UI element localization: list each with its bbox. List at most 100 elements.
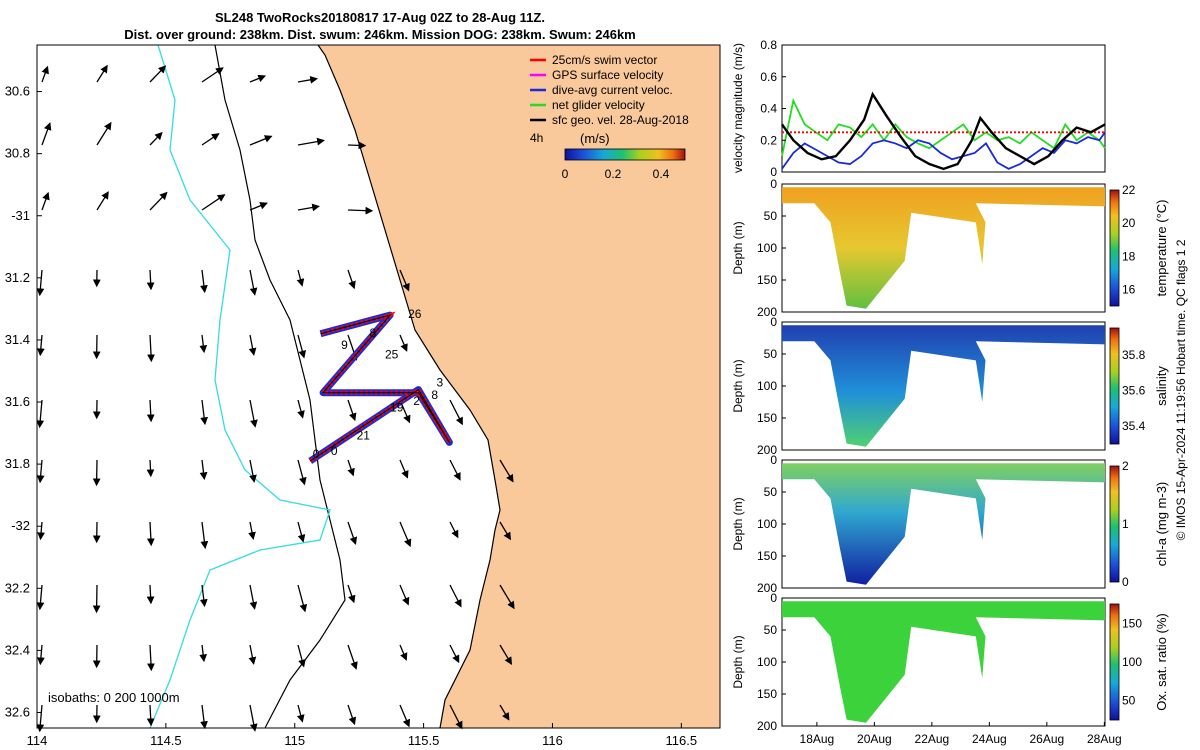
current-vector <box>249 202 268 211</box>
current-vector <box>200 399 209 426</box>
map-y-ticks: 30.6 30.8 -31 31.2 31.4 31.6 31.8 -32 32.2 32.4 32… <box>5 84 42 719</box>
current-vector <box>147 334 155 363</box>
section-colorbar <box>1109 465 1120 583</box>
colorbar-tick-label: 35.4 <box>1122 419 1146 433</box>
current-vector <box>399 584 410 606</box>
colorbar-label: temperature (°C) <box>1154 200 1169 297</box>
current-vector <box>347 399 357 422</box>
section-ylabel: Depth (m) <box>731 221 745 274</box>
day-label: 8 <box>431 388 438 402</box>
current-vector <box>296 269 305 287</box>
current-vector <box>201 194 226 211</box>
map-y-tick-label: 31.6 <box>5 394 30 409</box>
current-vector <box>249 135 273 146</box>
velocity-panel: 0 0.2 0.4 0.6 0.8 velocity magnitude (m/s) <box>731 38 1106 179</box>
current-vector <box>399 521 412 548</box>
colorbar-tick-label: 50 <box>1122 694 1136 708</box>
imos-credit: © IMOS 15-Apr-2024 11:19:56 Hobart time.… <box>1174 239 1188 540</box>
isobath-0 <box>317 44 501 729</box>
day-label: 21 <box>357 428 371 442</box>
colorbar-label: chl-a (mg m-3) <box>1154 482 1169 567</box>
section-y-tick-label: 0 <box>770 315 777 329</box>
map-x-tick-label: 116.5 <box>666 733 698 748</box>
map-x-tick-label: 116 <box>542 733 563 748</box>
day-label: 9 <box>341 338 348 352</box>
current-vector <box>146 584 155 605</box>
current-vector <box>36 399 45 429</box>
current-vector <box>147 644 155 672</box>
colorbar-tick-label: 0 <box>1122 575 1129 589</box>
land-polygon <box>318 45 720 728</box>
map-y-tick-label: 31.4 <box>5 332 30 347</box>
current-vector <box>347 206 374 215</box>
section-y-tick-label: 200 <box>757 305 777 319</box>
current-vector <box>297 137 325 146</box>
section-y-tick-label: 200 <box>757 719 777 733</box>
current-vector <box>200 704 208 730</box>
current-vector <box>347 644 358 670</box>
velocity-series-line <box>781 91 1106 171</box>
current-vector <box>200 269 208 294</box>
section-x-tick-label: 26Aug <box>1030 732 1065 746</box>
current-vector <box>96 64 108 83</box>
current-vector <box>249 704 258 732</box>
day-label: 0 <box>331 444 338 458</box>
colorbar-tick-label: 35.8 <box>1122 348 1146 362</box>
section-y-tick-label: 50 <box>764 347 778 361</box>
velocity-y-ticks: 0 0.2 0.4 0.6 0.8 <box>760 38 786 179</box>
map-y-tick-label: 32.2 <box>5 580 30 595</box>
colorbar-tick-label: 18 <box>1122 249 1136 263</box>
colorbar-tick-label: 35.6 <box>1122 383 1146 397</box>
current-vector <box>96 191 109 211</box>
velocity-ylabel: velocity magnitude (m/s) <box>731 43 745 173</box>
section-x-tick-label: 22Aug <box>915 732 950 746</box>
section-colorbar <box>1109 189 1120 307</box>
section-y-tick-label: 100 <box>757 517 777 531</box>
current-vector <box>201 133 220 146</box>
colorbar-tick-label: 22 <box>1122 183 1136 197</box>
current-vector <box>249 74 267 83</box>
section-y-tick-label: 50 <box>764 623 778 637</box>
section-x-tick-label: 18Aug <box>800 732 835 746</box>
legend-label: GPS surface velocity <box>552 68 663 82</box>
current-vector <box>297 203 320 212</box>
current-vector <box>347 704 357 726</box>
section-data-fill <box>782 601 1105 723</box>
current-vector <box>199 584 208 608</box>
chart-title-line1: SL248 TwoRocks20180817 17-Aug 02Z to 28-… <box>215 10 545 25</box>
current-vector <box>296 704 305 723</box>
current-vector <box>347 521 358 545</box>
current-vector <box>249 459 257 483</box>
current-vector <box>297 399 305 419</box>
current-vector <box>499 459 514 483</box>
current-vector <box>449 644 460 664</box>
current-vector <box>499 521 511 541</box>
sfc-vel-track <box>309 314 450 462</box>
current-vector <box>146 269 155 291</box>
current-vector <box>347 269 356 290</box>
map-x-tick-label: 114.5 <box>150 733 182 748</box>
current-vector <box>199 644 208 663</box>
current-vector <box>399 644 408 661</box>
section-y-tick-label: 50 <box>764 485 778 499</box>
current-vector <box>499 584 515 610</box>
section-y-tick-label: 0 <box>770 453 777 467</box>
current-vector <box>399 334 408 352</box>
current-vector <box>399 704 411 728</box>
velocity-y-tick-label: 0.8 <box>760 38 777 52</box>
map-y-tick-label: 32.4 <box>5 642 30 657</box>
colorbar-tick-label: 0.4 <box>653 167 670 181</box>
current-vector <box>146 521 155 547</box>
current-vector <box>297 644 306 668</box>
section-data-fill <box>782 463 1105 585</box>
velocity-series-line <box>781 131 1106 170</box>
day-label: 8 <box>369 326 376 340</box>
colorbar-tick-label: 16 <box>1122 282 1136 296</box>
map-y-tick-label: 30.6 <box>5 84 30 99</box>
velocity-series <box>781 91 1106 171</box>
colorbar-label: Ox. sat. ratio (%) <box>1154 613 1169 711</box>
glider-track <box>308 311 453 464</box>
day-label: 0 <box>313 447 320 461</box>
section-ylabel: Depth (m) <box>731 497 745 550</box>
